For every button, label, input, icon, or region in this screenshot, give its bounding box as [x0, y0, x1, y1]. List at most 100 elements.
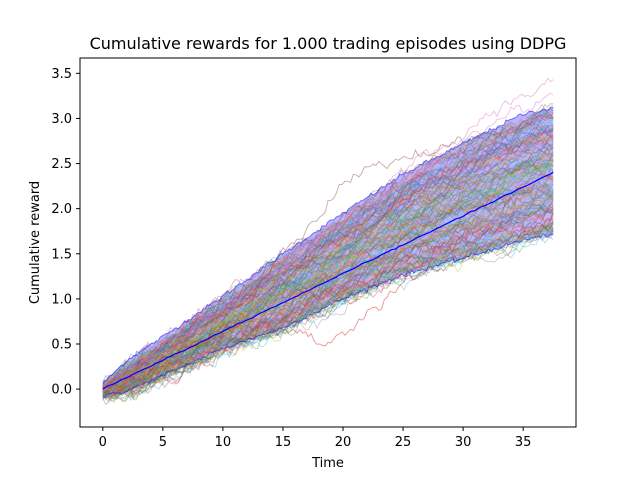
episode-line: [102, 135, 554, 392]
y-tick-label: 0.0: [51, 383, 72, 398]
episode-line: [102, 137, 554, 388]
episode-line: [102, 143, 554, 395]
episode-line: [102, 192, 554, 399]
episode-line: [102, 230, 554, 399]
episode-line: [102, 125, 554, 390]
episode-line: [102, 111, 554, 389]
episode-line: [102, 198, 554, 392]
y-tick-label: 0.5: [51, 337, 72, 352]
episode-line: [102, 146, 554, 392]
confidence-band: [102, 107, 554, 398]
episode-line: [102, 193, 554, 397]
episode-line: [102, 159, 554, 392]
series-layer: [102, 77, 554, 406]
episode-line: [102, 113, 554, 385]
episode-line: [102, 161, 554, 391]
episode-line: [102, 163, 554, 394]
episode-line: [102, 127, 554, 392]
episode-line: [102, 194, 554, 394]
x-tick-label: 15: [275, 435, 292, 450]
episode-line: [102, 221, 554, 399]
episode-line: [102, 201, 554, 397]
episode-line: [102, 136, 554, 395]
episode-line: [102, 164, 554, 397]
episode-line: [102, 234, 554, 402]
episode-line: [102, 128, 554, 390]
episode-line: [102, 222, 554, 399]
y-tick-label: 3.5: [51, 67, 72, 82]
y-axis: 0.0 0.5 1.0 1.5 2.0 2.5 3.0 3.5: [51, 67, 80, 398]
episode-line: [102, 171, 554, 392]
episode-line: [102, 204, 554, 394]
episode-line: [102, 162, 554, 395]
episode-line: [102, 199, 554, 394]
episode-line: [102, 157, 554, 398]
episode-line: [102, 207, 554, 400]
episode-line: [102, 161, 554, 396]
y-tick-label: 3.0: [51, 112, 72, 127]
episode-line: [102, 221, 554, 400]
episode-line: [102, 111, 554, 391]
episode-line: [102, 139, 554, 398]
episode-line: [102, 141, 554, 392]
episode-line: [102, 188, 554, 397]
episode-line: [102, 123, 554, 393]
x-tick-label: 25: [395, 435, 412, 450]
episode-line: [102, 157, 554, 396]
episode-line: [102, 185, 554, 403]
episode-line: [102, 213, 554, 393]
episode-line: [102, 195, 554, 390]
episode-line: [102, 122, 554, 395]
episode-line: [102, 146, 554, 388]
episode-line: [102, 150, 554, 392]
episode-line: [102, 128, 554, 384]
episode-line: [102, 157, 554, 393]
episode-line: [102, 221, 554, 402]
episode-line: [102, 208, 554, 393]
episode-line: [102, 164, 554, 392]
episode-line: [102, 158, 554, 389]
episode-line: [102, 117, 554, 388]
episode-line: [102, 226, 554, 400]
episode-line: [102, 179, 554, 398]
x-tick-label: 30: [455, 435, 472, 450]
episode-line: [102, 220, 554, 403]
episode-line: [102, 195, 554, 394]
episode-line: [102, 131, 554, 392]
episode-line: [102, 130, 554, 398]
episode-line: [102, 110, 554, 394]
outlier-episode-line: [102, 92, 554, 393]
episode-line: [102, 194, 554, 394]
episode-line: [102, 176, 554, 389]
episode-line: [102, 207, 554, 397]
episode-line: [102, 196, 554, 395]
episode-line: [102, 156, 554, 396]
outlier-episode-line: [102, 112, 554, 393]
episode-line: [102, 224, 554, 396]
episode-line: [102, 181, 554, 396]
episode-line: [102, 127, 554, 388]
episode-line: [102, 103, 554, 400]
episode-line: [102, 167, 554, 395]
episode-line: [102, 155, 554, 389]
episode-line: [102, 175, 554, 393]
episode-line: [102, 113, 554, 389]
episode-line: [102, 220, 554, 398]
episode-line: [102, 218, 554, 390]
episode-line: [102, 209, 554, 399]
episode-line: [102, 155, 554, 397]
episode-line: [102, 148, 554, 388]
y-tick-label: 2.5: [51, 157, 72, 172]
x-tick-label: 10: [215, 435, 232, 450]
episode-line: [102, 128, 554, 390]
episode-line: [102, 146, 554, 397]
episode-line: [102, 171, 554, 390]
episode-line: [102, 136, 554, 393]
episode-line: [102, 150, 554, 396]
y-tick-label: 1.5: [51, 247, 72, 262]
episode-line: [102, 126, 554, 388]
y-tick-label: 2.0: [51, 202, 72, 217]
episode-line: [102, 151, 554, 394]
episode-line: [102, 219, 554, 400]
